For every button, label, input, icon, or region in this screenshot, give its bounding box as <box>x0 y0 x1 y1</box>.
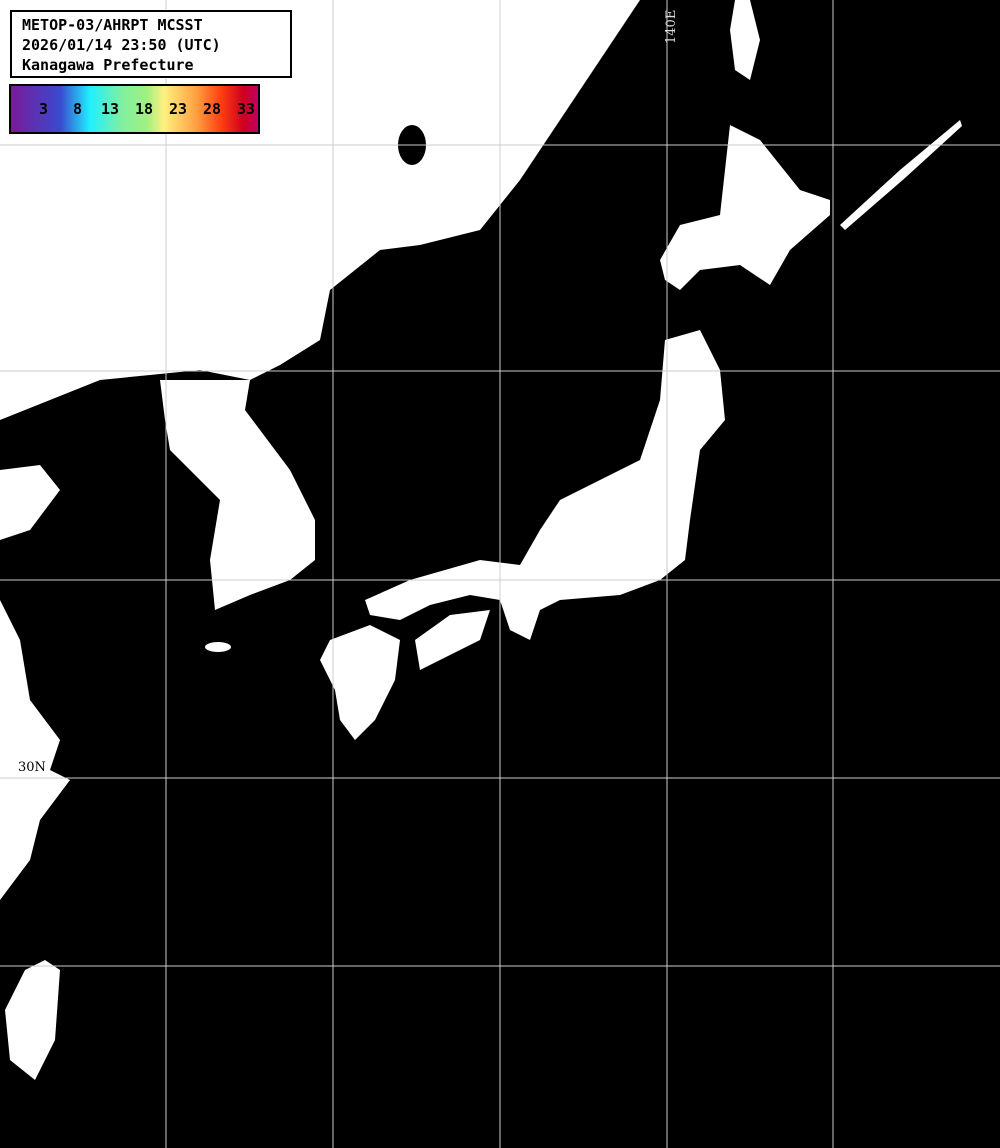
kyushu <box>320 625 400 740</box>
kuril-islands <box>840 120 962 230</box>
colorbar-tick: 3 <box>39 100 49 118</box>
colorbar-tick: 33 <box>237 100 256 118</box>
korean-peninsula <box>160 380 315 610</box>
landmass <box>0 0 962 1080</box>
hokkaido <box>660 125 830 290</box>
china-east-coast <box>0 600 70 900</box>
lat-label-40n: 40N <box>13 352 41 367</box>
lat-label-30n: 30N <box>18 760 46 775</box>
jeju-island <box>205 642 231 652</box>
honshu <box>365 330 725 640</box>
colorbar-tick: 18 <box>135 100 154 118</box>
title-box: METOP-03/AHRPT MCSST 2026/01/14 23:50 (U… <box>9 9 293 79</box>
provider: Kanagawa Prefecture <box>22 56 194 74</box>
colorbar-tick: 13 <box>101 100 120 118</box>
colorbar-tick: 8 <box>73 100 83 118</box>
observation-time: 2026/01/14 23:50 (UTC) <box>22 36 221 54</box>
shikoku <box>415 610 490 670</box>
sakhalin <box>730 0 760 80</box>
satellite-product: METOP-03/AHRPT MCSST <box>22 16 203 34</box>
colorbar-tick: 28 <box>203 100 222 118</box>
shandong-peninsula <box>0 465 60 540</box>
taiwan <box>5 960 60 1080</box>
colorbar-tick: 23 <box>169 100 188 118</box>
lon-label-140e: 140E <box>664 9 679 44</box>
sst-colorbar: 3 8 13 18 23 28 33 <box>9 84 260 134</box>
